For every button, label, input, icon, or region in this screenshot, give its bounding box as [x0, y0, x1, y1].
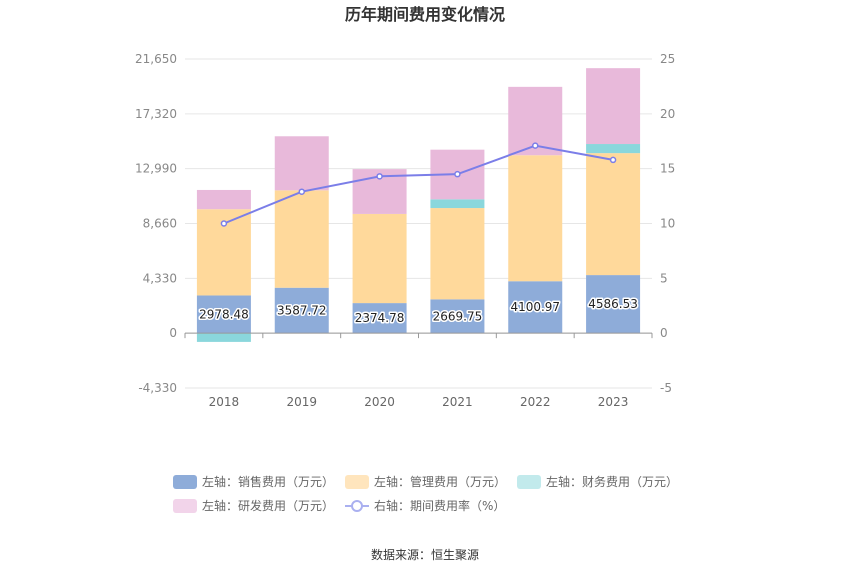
- x-axis: 2018 2019 2020 2021 2022 2023: [184, 332, 653, 409]
- bar-segment-3: [274, 136, 329, 191]
- bar-segment-3: [196, 189, 251, 210]
- bar-segment-0: [352, 303, 407, 334]
- x-tick-label: 2021: [442, 395, 473, 409]
- left-tick-label: -4,330: [138, 381, 177, 395]
- bar-segment-0: [274, 287, 329, 334]
- right-tick-label: -5: [660, 381, 672, 395]
- bar-labels: 2978.48 3587.72 2374.78 2669.75 4100.97 4586.…: [198, 296, 640, 327]
- grid: [185, 58, 652, 389]
- legend-label: 左轴：销售费用（万元）: [202, 474, 334, 489]
- bar-data-label: 4586.53: [588, 297, 638, 311]
- rate-point: [532, 142, 539, 149]
- right-tick-label: 15: [660, 162, 675, 176]
- x-tick-label: 2020: [364, 395, 395, 409]
- bar-segment-3: [586, 68, 641, 145]
- bar-data-label: 3587.72: [277, 303, 327, 317]
- bar-segment-0: [196, 295, 251, 334]
- bar-data-label: 4100.97: [510, 300, 560, 314]
- right-axis: -5 0 5 10 15 20 25: [660, 52, 675, 395]
- bar-segment-2: [430, 199, 485, 209]
- legend-label: 左轴：研发费用（万元）: [202, 498, 334, 513]
- bar-data-label: 2978.48: [199, 307, 249, 321]
- rate-point: [376, 173, 383, 180]
- bar-segment-0: [430, 299, 485, 334]
- right-tick-label: 10: [660, 217, 675, 231]
- bar-segment-1: [352, 213, 407, 304]
- left-axis: -4,330 0 4,330 8,660 12,990 17,320 21,650: [135, 52, 177, 395]
- left-tick-label: 8,660: [143, 217, 177, 231]
- rate-line: [220, 142, 617, 227]
- x-tick-label: 2018: [209, 395, 240, 409]
- bar-segment-2: [586, 144, 641, 154]
- bar-segment-1: [274, 190, 329, 288]
- x-tick-label: 2019: [286, 395, 317, 409]
- legend-swatch: [173, 475, 197, 489]
- bar-segment-0: [586, 275, 641, 334]
- right-tick-label: 20: [660, 107, 675, 121]
- legend-swatch: [345, 475, 369, 489]
- right-tick-label: 25: [660, 52, 675, 66]
- right-tick-label: 5: [660, 271, 668, 285]
- rate-point: [609, 156, 617, 164]
- legend-label: 右轴：期间费用率（%）: [374, 498, 505, 513]
- x-tick-label: 2022: [520, 395, 551, 409]
- rate-line-path: [223, 144, 614, 225]
- legend-swatch: [173, 499, 197, 513]
- bars: [196, 68, 641, 342]
- left-tick-label: 0: [169, 326, 177, 340]
- legend-swatch: [517, 475, 541, 489]
- left-tick-label: 12,990: [135, 162, 177, 176]
- legend-circle-swatch: [351, 500, 363, 512]
- right-tick-label: 0: [660, 326, 668, 340]
- bar-segment-1: [430, 208, 485, 300]
- bar-segment-0: [508, 281, 563, 334]
- source-note: 数据来源：恒生聚源: [371, 547, 479, 562]
- x-tick-label: 2023: [598, 395, 629, 409]
- left-tick-label: 17,320: [135, 107, 177, 121]
- rate-point: [298, 188, 305, 195]
- legend-label: 左轴：财务费用（万元）: [546, 474, 678, 489]
- bar-data-label: 2669.75: [433, 309, 483, 323]
- rate-point: [220, 220, 228, 227]
- bar-segment-1: [508, 155, 563, 282]
- bar-data-label: 2374.78: [355, 311, 405, 325]
- bar-segment-1: [586, 153, 641, 276]
- rate-point: [454, 170, 461, 178]
- chart-title: 历年期间费用变化情况: [345, 5, 505, 24]
- left-tick-label: 4,330: [143, 271, 177, 285]
- legend: 左轴：销售费用（万元） 左轴：管理费用（万元） 左轴：财务费用（万元） 左轴：研发费用…: [173, 474, 678, 513]
- bar-segment-2: [196, 333, 251, 342]
- legend-label: 左轴：管理费用（万元）: [374, 474, 506, 489]
- left-tick-label: 21,650: [135, 52, 177, 66]
